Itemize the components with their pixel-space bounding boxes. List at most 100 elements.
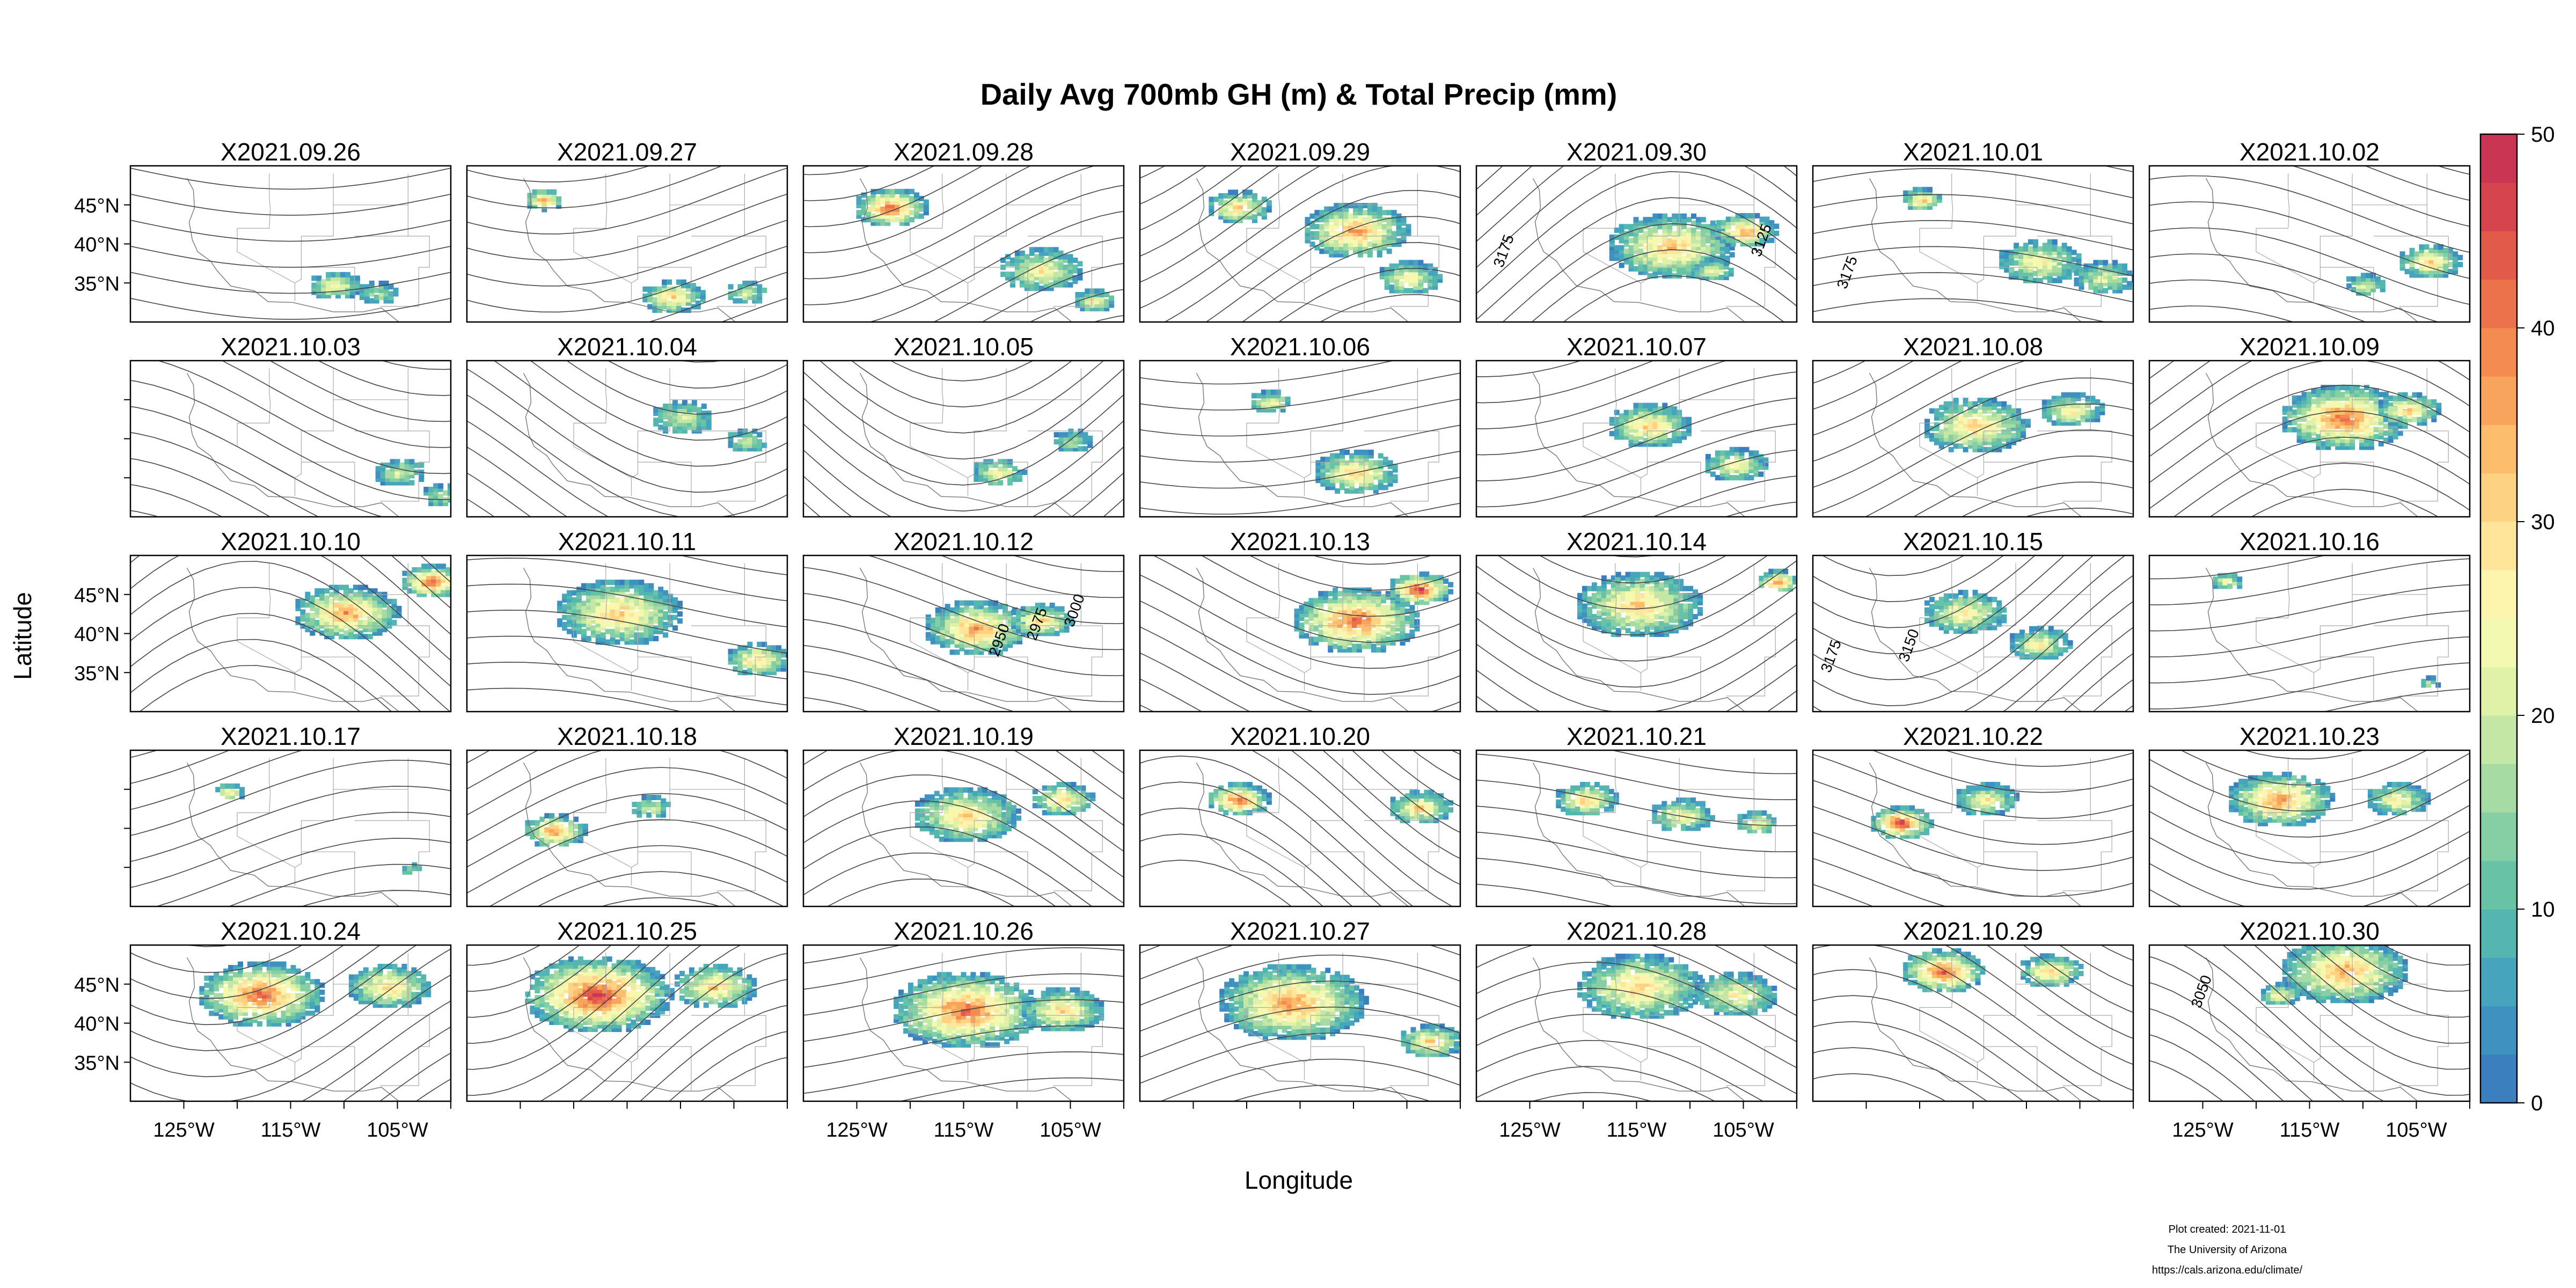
contour-line (1813, 858, 1947, 906)
colorbar-swatch (2480, 376, 2517, 425)
state-line (2062, 368, 2112, 502)
state-boundaries (523, 173, 766, 322)
state-line (1919, 368, 1978, 496)
precip-field (974, 428, 1093, 486)
contour-line (2243, 750, 2365, 760)
contour-line (803, 166, 1031, 253)
state-line (716, 173, 766, 307)
lat-tick-label: 35°N (74, 273, 120, 295)
panel-title: X2021.10.05 (894, 333, 1034, 361)
map-panel: X2021.10.09 (2148, 333, 2471, 518)
colorbar-frame (2479, 133, 2518, 1104)
contour-line (700, 1057, 787, 1101)
state-line (295, 852, 302, 868)
precip-field (1903, 187, 2133, 294)
state-line (380, 953, 430, 1086)
contour-line (1813, 168, 2133, 199)
contour-line (1140, 833, 1324, 906)
contour-line (130, 555, 451, 635)
contour-line (467, 558, 787, 602)
contour-line (1813, 555, 2094, 680)
colorbar-swatch (2480, 957, 2517, 1006)
contour-line (467, 945, 670, 1070)
contour-line (803, 800, 1124, 904)
contour-line (467, 193, 787, 261)
contour-line (2002, 601, 2133, 712)
panel-frame (466, 749, 788, 908)
map-panel: X2021.09.30 (1475, 138, 1798, 323)
contour-line (1813, 220, 2133, 251)
panel-frame (2148, 554, 2471, 713)
state-boundaries (1196, 953, 1439, 1101)
map-layer (2149, 555, 2470, 712)
state-line (1583, 758, 1642, 885)
panel-title: X2021.10.27 (1230, 917, 1370, 945)
gh-contours (2149, 555, 2470, 712)
contour-line (803, 619, 1124, 702)
contour-line (933, 237, 1124, 322)
contour-line (130, 639, 392, 712)
contour-line (1140, 166, 1207, 205)
state-line (1641, 657, 1648, 673)
lat-tick-label: 40°N (74, 1013, 120, 1036)
state-line (237, 953, 296, 1080)
gh-contours (803, 555, 1124, 712)
contour-line (803, 852, 1057, 906)
y-axis-label: Latitude (9, 592, 36, 680)
state-line (1583, 953, 1642, 1080)
coastline (523, 567, 736, 712)
contour-line (2180, 750, 2428, 786)
gh-contours (803, 361, 1124, 517)
contour-line (1312, 555, 1433, 565)
contour-line (467, 583, 787, 627)
contour-line (391, 555, 451, 609)
precip-field (1556, 781, 1777, 833)
map-panel: X2021.09.26 45°N 40°N 35°N (74, 138, 452, 323)
contour-line (1251, 750, 1453, 906)
contour-line (803, 166, 983, 228)
contour-line (720, 297, 787, 322)
colorbar-tick-label: 30 (2531, 510, 2555, 534)
coastline (1196, 372, 1409, 517)
map-panel: X2021.10.04 (466, 333, 788, 518)
lon-tick-label: 105°W (1040, 1119, 1101, 1141)
contour-line (1539, 555, 1728, 584)
contour-line (2024, 507, 2133, 517)
state-line (1053, 953, 1103, 1086)
contour-line (2149, 752, 2470, 812)
contour-line (2059, 945, 2133, 987)
contour-line (607, 361, 787, 389)
map-layer (1140, 361, 1460, 517)
state-line (380, 758, 430, 891)
state-line (910, 758, 969, 885)
contour-line (1055, 750, 1124, 800)
state-line (1641, 462, 1648, 478)
contour-line (2149, 584, 2470, 632)
state-line (2256, 368, 2315, 496)
map-layer (467, 166, 787, 322)
contour-line (1476, 397, 1797, 481)
contour-line (1476, 171, 1797, 294)
contour-line (467, 945, 580, 992)
contour-line (130, 587, 451, 712)
contour-line (851, 361, 1073, 408)
state-line (2256, 953, 2315, 1080)
map-layer (1813, 555, 2133, 712)
map-layer (1140, 750, 1460, 906)
panel-frame (1139, 165, 1461, 323)
panel-title: X2021.10.20 (1230, 722, 1370, 750)
state-line (968, 267, 975, 283)
gh-contours (2149, 166, 2470, 322)
state-line (2399, 173, 2449, 307)
contour-line (1813, 780, 2133, 845)
contour-line (2149, 956, 2345, 1101)
contour-line (1322, 750, 1460, 859)
map-panel: X2021.09.28 (802, 138, 1125, 323)
map-layer (1813, 945, 2133, 1101)
precip-field (527, 189, 767, 313)
precip-field (1609, 213, 1780, 280)
credit-url: https://cals.arizona.edu/climate/ (2151, 1264, 2303, 1276)
map-layer (803, 166, 1124, 322)
contour-line (120, 379, 462, 514)
contour-line (1913, 455, 2133, 517)
